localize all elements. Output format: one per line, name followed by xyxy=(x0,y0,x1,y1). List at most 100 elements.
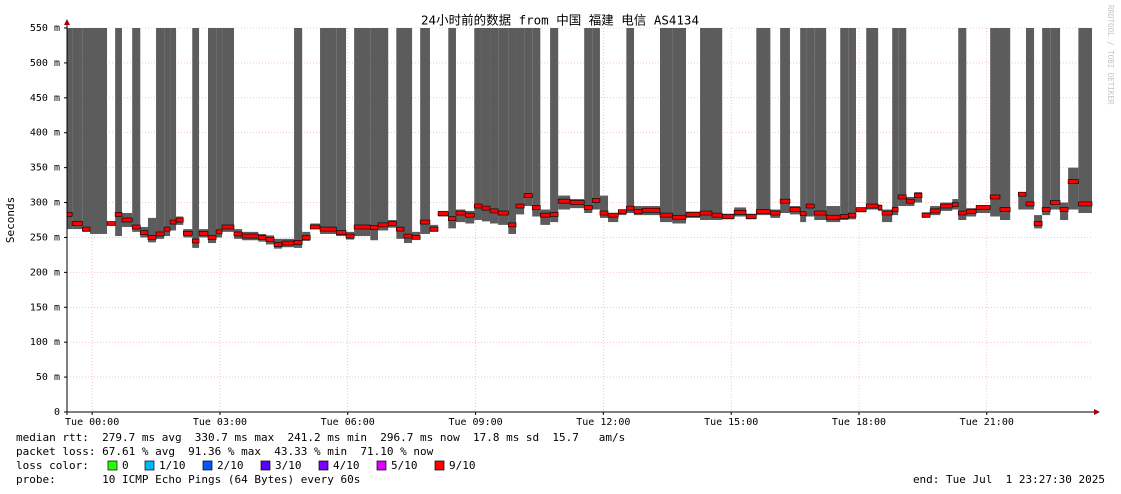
median-rtt xyxy=(940,203,953,209)
y-tick-label: 150 m xyxy=(30,302,60,313)
median-rtt xyxy=(881,210,893,216)
median-rtt xyxy=(789,207,801,212)
median-rtt xyxy=(897,194,907,200)
smoke-range xyxy=(1068,167,1079,210)
smoke-range xyxy=(866,28,879,210)
y-tick-label: 500 m xyxy=(30,58,60,69)
median-rtt xyxy=(770,210,781,216)
smoke-range xyxy=(592,28,600,210)
median-rtt xyxy=(733,210,747,215)
median-rtt xyxy=(799,211,807,217)
smoke-range xyxy=(455,209,466,223)
y-tick-label: 250 m xyxy=(30,232,60,243)
probe-info: probe: 10 ICMP Echo Pings (64 Bytes) eve… xyxy=(16,473,360,486)
smoke-range xyxy=(1078,28,1092,214)
y-axis-label: Seconds xyxy=(4,197,17,243)
smoke-range xyxy=(608,213,619,223)
legend-label: 1/10 xyxy=(159,459,186,472)
smoke-range xyxy=(711,28,723,220)
median-rtt xyxy=(745,214,757,219)
plot-area: 0 50 m 100 m 150 m 200 m 250 m 300 m 350 m 400 m… xyxy=(30,19,1100,428)
median-rtt xyxy=(999,207,1011,212)
legend-swatch xyxy=(202,460,213,471)
median-rtt xyxy=(131,224,141,230)
smoke-range xyxy=(82,28,91,232)
median-rtt xyxy=(891,207,899,212)
smoke-range xyxy=(756,28,771,216)
median-rtt xyxy=(447,216,457,221)
median-rtt xyxy=(905,198,915,204)
smoke-range xyxy=(584,28,593,214)
smoke-range xyxy=(806,28,815,217)
x-tick-label: Tue 03:00 xyxy=(193,417,247,428)
y-tick-label: 300 m xyxy=(30,198,60,209)
median-rtt xyxy=(335,230,347,235)
median-rtt xyxy=(265,237,275,242)
median-rtt xyxy=(699,210,713,216)
watermark: RRDTOOL / TOBI OETIKER xyxy=(1106,5,1115,105)
median-rtt xyxy=(396,226,405,232)
y-tick-label: 550 m xyxy=(30,23,60,34)
smoke-range xyxy=(72,28,83,230)
smoke-range xyxy=(532,28,541,217)
y-tick-label: 350 m xyxy=(30,163,60,174)
median-rtt xyxy=(929,208,941,214)
median-rtt xyxy=(155,231,165,237)
median-rtt xyxy=(711,212,723,218)
median-rtt xyxy=(419,219,431,225)
smoke-range xyxy=(336,28,347,237)
median-rtt xyxy=(641,207,661,213)
smoke-range xyxy=(170,28,177,231)
median-rtt xyxy=(82,226,91,232)
median-rtt xyxy=(515,203,525,209)
median-rtt xyxy=(659,212,673,218)
median-rtt xyxy=(497,210,509,216)
median-rtt xyxy=(233,231,243,237)
median-rtt xyxy=(779,198,791,204)
smoke-range xyxy=(115,28,122,237)
median-rtt xyxy=(257,235,267,240)
legend-swatch xyxy=(376,460,387,471)
smoke-range xyxy=(156,28,165,239)
median-rtt xyxy=(473,203,483,209)
y-tick-label: 100 m xyxy=(30,337,60,348)
smoke-range xyxy=(626,28,635,214)
median-rtt xyxy=(241,233,259,239)
median-rtt xyxy=(163,226,171,232)
smoke-range xyxy=(474,28,482,220)
median-rtt xyxy=(1041,207,1051,212)
median-rtt xyxy=(437,211,449,217)
median-rtt xyxy=(121,217,133,223)
median-rtt xyxy=(685,212,701,217)
smoke-range xyxy=(999,28,1011,220)
x-tick-label: Tue 06:00 xyxy=(321,417,375,428)
median-rtt xyxy=(71,221,83,226)
median-rtt xyxy=(1033,221,1043,226)
median-rtt xyxy=(215,229,223,235)
smoke-range xyxy=(132,28,141,232)
median-rtt xyxy=(139,230,149,235)
median-rtt xyxy=(191,238,200,244)
median-rtt xyxy=(481,205,491,211)
median-rtt xyxy=(626,205,635,211)
smoke-range xyxy=(672,28,687,224)
smoke-range xyxy=(164,28,171,237)
smoke-range xyxy=(1018,192,1026,210)
median-rtt xyxy=(1078,201,1093,207)
median-rtt xyxy=(813,210,827,216)
x-tick-label: Tue 18:00 xyxy=(832,417,886,428)
median-rtt xyxy=(914,193,923,198)
median-rtt xyxy=(1017,191,1027,197)
median-rtt xyxy=(1067,179,1079,184)
median-rtt xyxy=(387,221,397,226)
y-tick-label: 400 m xyxy=(30,128,60,139)
x-tick-label: Tue 09:00 xyxy=(448,417,502,428)
median-rtt xyxy=(301,235,311,240)
median-rtt xyxy=(607,212,619,218)
median-rtt xyxy=(353,224,371,230)
smoke-range xyxy=(848,28,856,220)
smoke-range xyxy=(320,28,337,234)
median-rtt xyxy=(370,225,379,230)
smoke-range xyxy=(898,28,907,207)
smoke-range xyxy=(840,28,849,220)
